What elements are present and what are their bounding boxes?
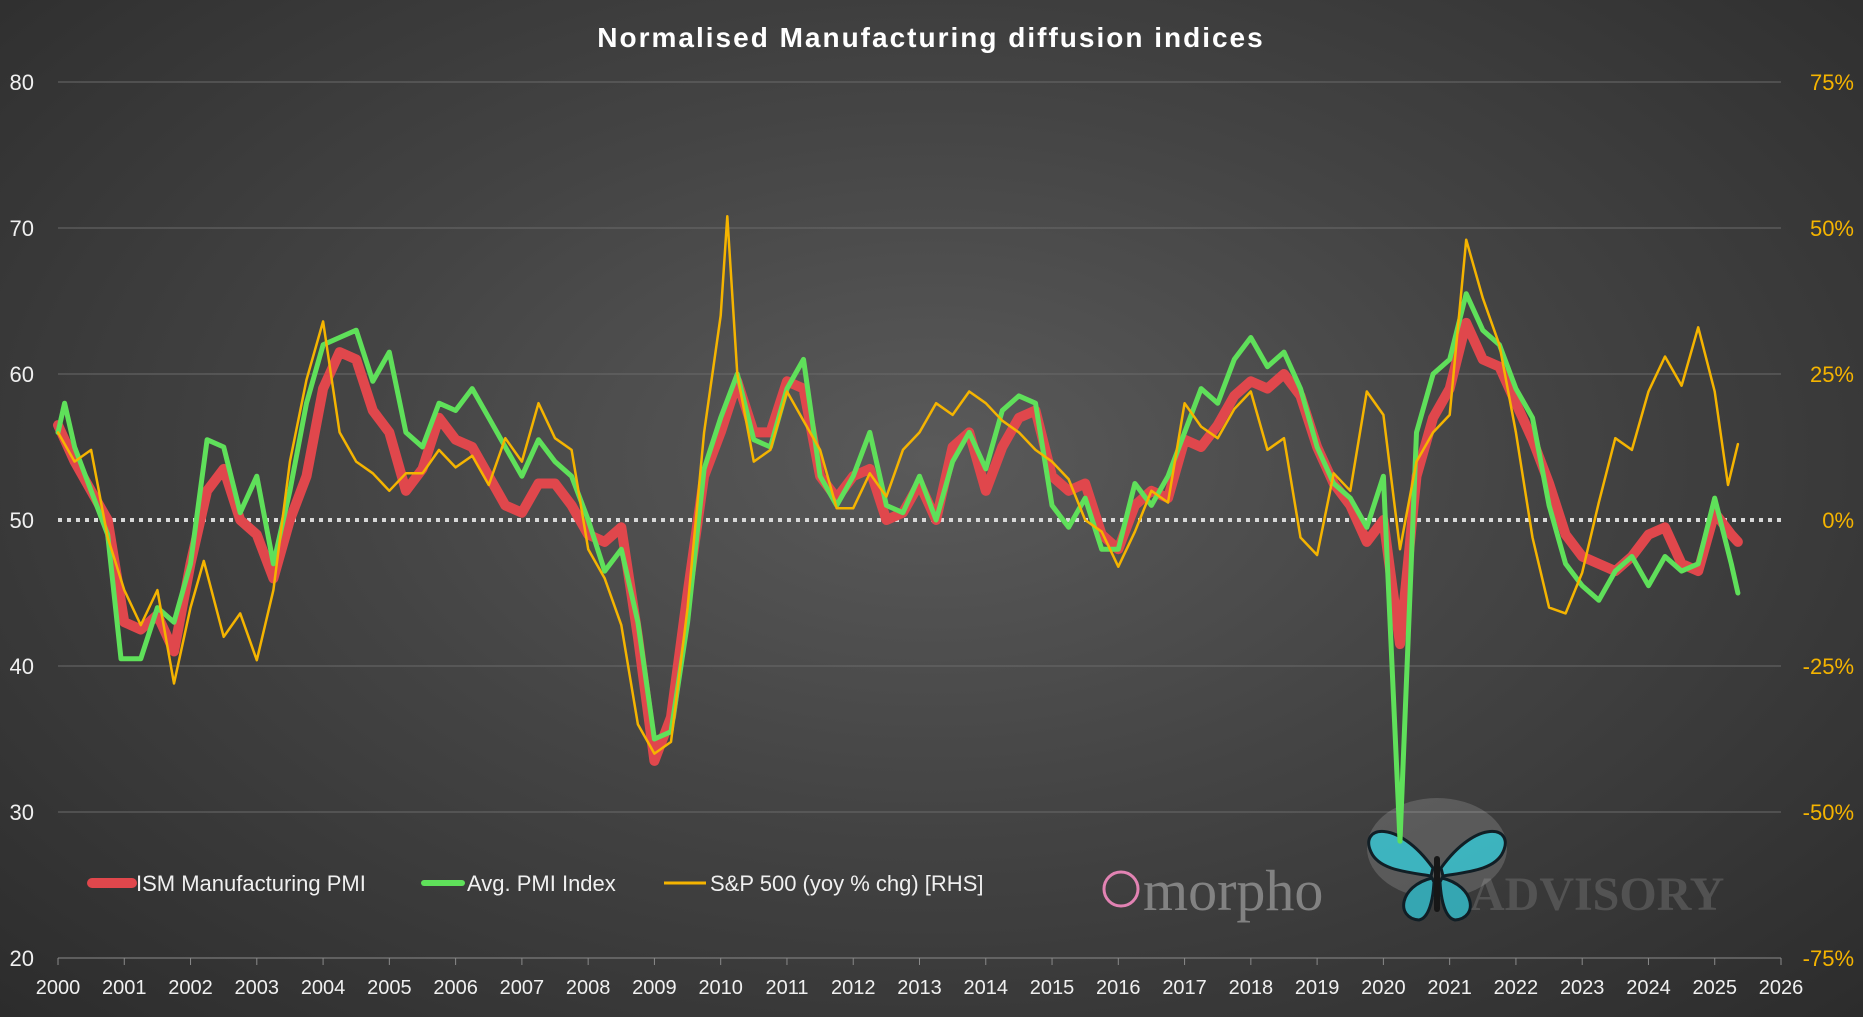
x-tick-label: 2016 [1096, 977, 1141, 999]
legend: ISM Manufacturing PMI Avg. PMI Index S&P… [87, 871, 984, 896]
y-right-tick-label: 0% [1822, 508, 1854, 533]
chart-title: Normalised Manufacturing diffusion indic… [597, 22, 1264, 53]
y-left-tick-label: 60 [10, 362, 34, 387]
y-axis-left: 20 30 40 50 60 70 80 [10, 70, 34, 971]
y-right-tick-label: 50% [1810, 216, 1854, 241]
watermark-word-morpho: morpho [1143, 858, 1323, 923]
y-left-tick-label: 40 [10, 654, 34, 679]
gridlines [58, 81, 1781, 959]
legend-label-avg-pmi: Avg. PMI Index [467, 871, 616, 896]
x-tick-label: 2002 [168, 977, 213, 999]
series-layer [53, 215, 1743, 844]
legend-item-avg-pmi: Avg. PMI Index [421, 871, 616, 896]
x-tick-label: 2020 [1361, 977, 1406, 999]
x-tick-label: 2019 [1295, 977, 1340, 999]
x-tick-label: 2013 [897, 977, 942, 999]
x-tick-label: 2023 [1560, 977, 1605, 999]
x-tick-label: 2010 [698, 977, 743, 999]
x-tick-label: 2012 [831, 977, 876, 999]
x-tick-label: 2022 [1494, 977, 1539, 999]
x-tick-label: 2026 [1759, 977, 1804, 999]
y-right-tick-label: -75% [1803, 946, 1854, 971]
y-left-tick-label: 50 [10, 508, 34, 533]
x-tick-label: 2001 [102, 977, 147, 999]
x-tick-label: 2007 [500, 977, 545, 999]
x-tick-label: 2004 [301, 977, 346, 999]
x-axis: 2000 2001 2002 2003 2004 2005 2006 2007 2008 2009… [36, 957, 1804, 999]
x-tick-label: 2000 [36, 977, 81, 999]
y-left-tick-label: 70 [10, 216, 34, 241]
legend-item-ism: ISM Manufacturing PMI [87, 871, 366, 896]
x-tick-label: 2017 [1162, 977, 1207, 999]
y-left-tick-label: 80 [10, 70, 34, 95]
x-tick-label: 2003 [235, 977, 280, 999]
x-tick-label: 2021 [1427, 977, 1472, 999]
legend-label-sp500: S&P 500 (yoy % chg) [RHS] [710, 871, 984, 896]
x-tick-label: 2024 [1626, 977, 1671, 999]
x-tick-label: 2014 [964, 977, 1009, 999]
x-tick-label: 2008 [566, 977, 611, 999]
x-tick-label: 2005 [367, 977, 412, 999]
y-right-tick-label: 75% [1810, 70, 1854, 95]
y-axis-right: -75% -50% -25% 0% 25% 50% 75% [1803, 70, 1854, 971]
y-right-tick-label: -50% [1803, 800, 1854, 825]
watermark-word-advisory: ADVISORY [1470, 868, 1724, 921]
x-tick-label: 2025 [1692, 977, 1737, 999]
x-tick-label: 2006 [433, 977, 478, 999]
x-tick-label: 2011 [765, 977, 808, 999]
legend-label-ism: ISM Manufacturing PMI [136, 871, 366, 896]
series-line-sp500 [56, 215, 1740, 755]
x-tick-label: 2009 [632, 977, 677, 999]
y-right-tick-label: -25% [1803, 654, 1854, 679]
y-left-tick-label: 30 [10, 800, 34, 825]
y-right-tick-label: 25% [1810, 362, 1854, 387]
x-tick-label: 2018 [1229, 977, 1274, 999]
legend-item-sp500: S&P 500 (yoy % chg) [RHS] [664, 871, 984, 896]
y-left-tick-label: 20 [10, 946, 34, 971]
series-line-avg-pmi [55, 291, 1741, 844]
watermark: © morpho ADVISORY [1102, 798, 1724, 923]
copyright-circle [1102, 870, 1140, 908]
x-tick-label: 2015 [1030, 977, 1075, 999]
